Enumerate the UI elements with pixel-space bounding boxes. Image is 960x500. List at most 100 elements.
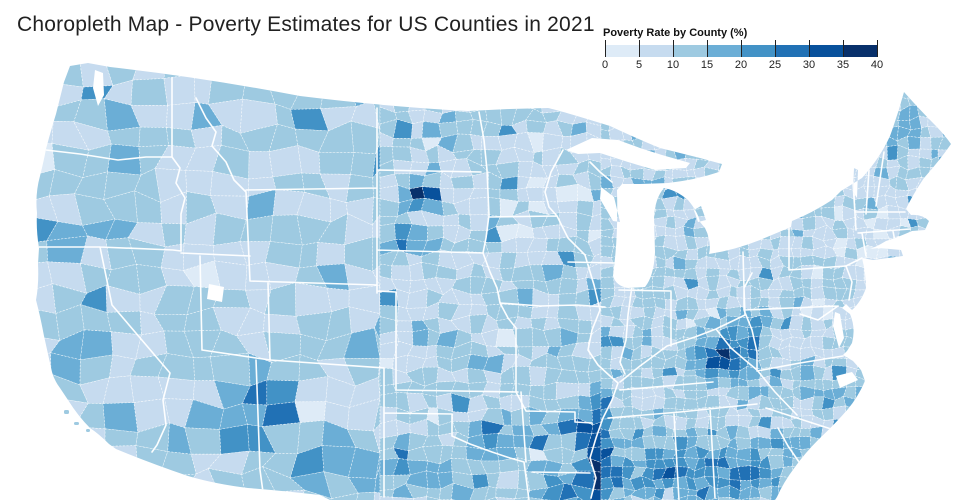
county-cell <box>54 493 89 500</box>
county-cell <box>600 65 614 77</box>
county-cell <box>842 117 855 131</box>
county-cell <box>695 445 711 460</box>
county-cell <box>543 327 562 347</box>
county-cell <box>895 176 910 191</box>
county-cell <box>640 236 658 251</box>
county-cell <box>771 146 785 157</box>
county-cell <box>832 428 849 439</box>
county-cell <box>884 436 898 452</box>
county-cell <box>705 267 721 277</box>
county-cell <box>683 398 699 411</box>
county-cell <box>600 487 615 500</box>
county-cell <box>907 127 922 139</box>
county-cell <box>716 456 731 470</box>
county-cell <box>886 144 899 161</box>
county-cell <box>907 465 922 478</box>
county-cell <box>695 119 705 127</box>
county-cell <box>769 327 783 342</box>
county-cell <box>705 76 720 88</box>
county-cell <box>802 215 816 231</box>
county-cell <box>895 436 909 452</box>
county-cell <box>886 245 901 258</box>
county-cell <box>683 389 697 400</box>
county-cell <box>618 428 636 441</box>
county-cell <box>862 449 879 461</box>
county-cell <box>928 266 943 279</box>
county-cell <box>662 325 677 341</box>
county-cell <box>693 226 709 238</box>
county-cell <box>437 144 457 163</box>
county-cell <box>607 210 626 220</box>
county-cell <box>421 249 441 266</box>
county-cell <box>652 95 664 110</box>
county-cell <box>495 487 519 499</box>
county-cell <box>36 83 56 108</box>
county-cell <box>778 196 795 211</box>
county-cell <box>245 261 272 291</box>
county-cell <box>693 206 711 218</box>
county-cell <box>768 335 783 351</box>
county-cell <box>948 145 951 158</box>
county-cell <box>600 287 615 301</box>
county-cell <box>560 63 578 70</box>
county-cell <box>875 339 889 348</box>
county-cell <box>664 266 676 278</box>
county-cell <box>772 154 782 169</box>
county-cell <box>610 465 623 478</box>
county-cell <box>832 405 847 420</box>
county-cell <box>662 315 678 331</box>
county-cell <box>887 416 899 429</box>
island-county <box>64 410 69 414</box>
county-cell <box>212 307 251 337</box>
county-cell <box>941 114 951 130</box>
county-cell <box>719 136 732 149</box>
county-cell <box>757 107 774 119</box>
county-cell <box>939 465 951 479</box>
county-cell <box>757 137 773 151</box>
county-cell <box>895 315 908 327</box>
county-cell <box>450 380 471 399</box>
county-cell <box>920 330 933 341</box>
county-cell <box>185 191 217 225</box>
county-cell <box>884 487 901 500</box>
county-cell <box>703 125 721 141</box>
county-cell <box>426 418 440 437</box>
county-cell <box>379 85 400 100</box>
county-cell <box>906 316 921 331</box>
county-cell <box>694 137 710 149</box>
county-cell <box>812 236 827 251</box>
county-cell <box>725 415 740 427</box>
county-cell <box>513 497 530 500</box>
county-cell <box>707 147 721 162</box>
county-cell <box>947 215 951 231</box>
county-cell <box>620 255 635 268</box>
county-cell <box>586 72 602 86</box>
county-cell <box>856 409 869 420</box>
county-cell <box>918 148 932 160</box>
county-cell <box>780 178 795 191</box>
county-cell <box>213 494 246 500</box>
county-cell <box>936 196 951 208</box>
county-cell <box>600 96 614 108</box>
county-cell <box>585 121 602 140</box>
county-cell <box>748 217 761 228</box>
county-cell <box>760 85 773 101</box>
county-cell <box>771 106 785 121</box>
county-cell <box>661 486 675 500</box>
county-cell <box>843 87 859 99</box>
county-cell <box>737 119 753 127</box>
county-cell <box>728 285 738 299</box>
county-cell <box>612 98 623 110</box>
county-cell <box>883 68 900 81</box>
county-cell <box>921 409 932 422</box>
county-cell <box>714 195 732 210</box>
county-cell <box>906 295 920 310</box>
county-cell <box>760 63 771 71</box>
county-cell <box>937 156 951 168</box>
county-cell <box>852 289 868 300</box>
county-cell <box>948 324 951 342</box>
county-cell <box>707 434 721 452</box>
county-cell <box>264 489 306 500</box>
county-cell <box>608 325 626 338</box>
